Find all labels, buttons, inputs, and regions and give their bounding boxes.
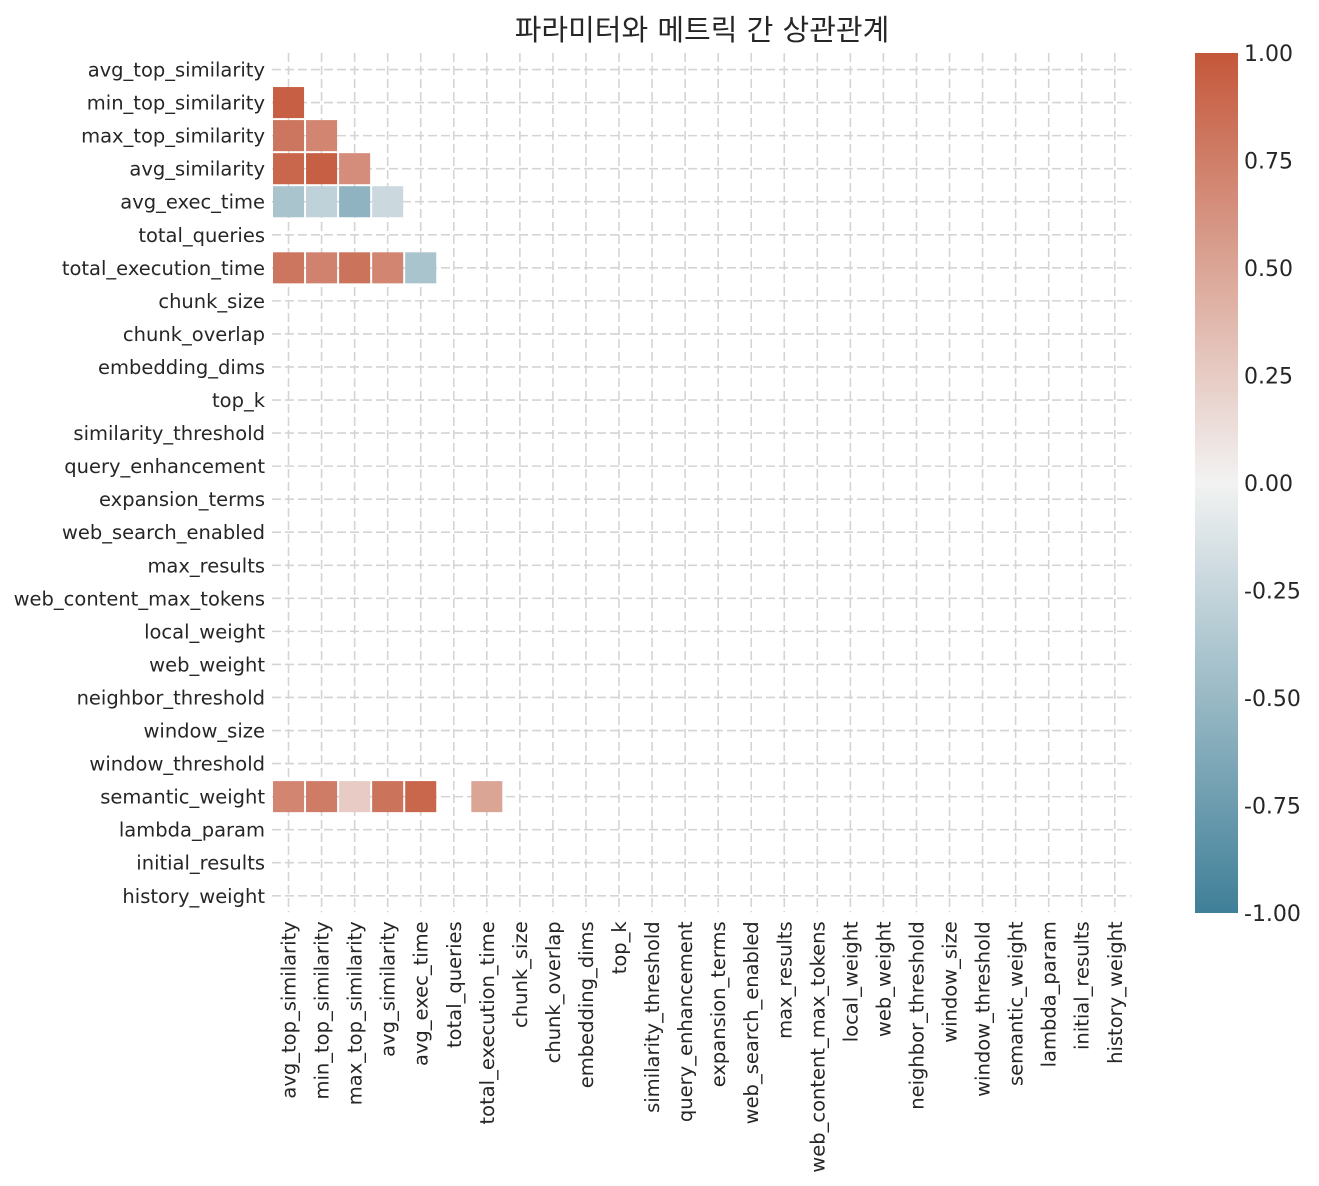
y-tick-label: similarity_threshold bbox=[73, 422, 265, 445]
x-tick-label: avg_similarity bbox=[377, 921, 400, 1057]
x-tick-label: chunk_overlap bbox=[542, 921, 565, 1063]
x-tick-label: lambda_param bbox=[1038, 921, 1061, 1067]
x-tick-label: semantic_weight bbox=[1005, 921, 1028, 1086]
x-tick-label: query_enhancement bbox=[674, 921, 697, 1122]
colorbar-tick-label: -1.00 bbox=[1244, 902, 1301, 927]
y-tick-label: avg_exec_time bbox=[120, 191, 265, 214]
heatmap-cell bbox=[306, 252, 338, 284]
y-tick-label: window_size bbox=[143, 720, 265, 743]
y-tick-label: semantic_weight bbox=[100, 786, 265, 809]
x-tick-label: avg_exec_time bbox=[410, 921, 433, 1066]
y-tick-label: local_weight bbox=[144, 620, 265, 643]
heatmap-cell bbox=[339, 153, 371, 185]
colorbar-tick-label: 1.00 bbox=[1244, 42, 1293, 67]
heatmap-cell bbox=[471, 781, 503, 813]
colorbar bbox=[1195, 53, 1238, 913]
x-tick-label: web_content_max_tokens bbox=[806, 921, 829, 1172]
x-tick-label: min_top_similarity bbox=[311, 921, 334, 1099]
heatmap-cell bbox=[339, 781, 371, 813]
y-tick-label: total_execution_time bbox=[62, 257, 265, 280]
heatmap-cell bbox=[339, 252, 371, 284]
heatmap-cell bbox=[273, 153, 305, 185]
y-tick-label: max_results bbox=[147, 554, 265, 577]
x-tick-label: total_queries bbox=[443, 921, 466, 1048]
x-tick-label: similarity_threshold bbox=[641, 921, 664, 1113]
heatmap-cell bbox=[372, 252, 404, 284]
colorbar-tick-label: 0.50 bbox=[1244, 257, 1293, 282]
y-tick-label: window_threshold bbox=[89, 753, 265, 776]
gridlines bbox=[272, 53, 1132, 913]
x-tick-label: embedding_dims bbox=[575, 921, 598, 1088]
x-tick-label: history_weight bbox=[1104, 921, 1127, 1064]
x-tick-label: top_k bbox=[608, 921, 631, 975]
y-tick-label: query_enhancement bbox=[64, 455, 265, 478]
x-tick-label: max_results bbox=[773, 921, 796, 1039]
y-tick-label: embedding_dims bbox=[98, 356, 265, 379]
x-tick-label: initial_results bbox=[1071, 921, 1094, 1050]
x-tick-label: web_weight bbox=[872, 921, 895, 1037]
y-tick-label: min_top_similarity bbox=[87, 92, 265, 115]
heatmap-cell bbox=[306, 186, 338, 218]
colorbar-tick-label: -0.25 bbox=[1244, 580, 1301, 605]
y-tick-label: web_search_enabled bbox=[62, 521, 265, 544]
heatmap-cells bbox=[273, 87, 503, 813]
x-tick-label: web_search_enabled bbox=[740, 921, 763, 1124]
x-tick-label: chunk_size bbox=[509, 921, 532, 1028]
chart-title: 파라미터와 메트릭 간 상관관계 bbox=[515, 13, 890, 47]
colorbar-tick-label: -0.50 bbox=[1244, 687, 1301, 712]
y-tick-label: avg_top_similarity bbox=[88, 59, 265, 82]
x-tick-label: window_size bbox=[939, 921, 962, 1043]
x-tick-label: expansion_terms bbox=[707, 921, 730, 1087]
y-tick-label: history_weight bbox=[122, 885, 265, 908]
heatmap-cell bbox=[306, 781, 338, 813]
colorbar-tick-label: -0.75 bbox=[1244, 795, 1301, 820]
y-tick-label: web_content_max_tokens bbox=[14, 587, 265, 610]
heatmap-cell bbox=[372, 781, 404, 813]
y-tick-label: lambda_param bbox=[119, 819, 265, 842]
y-tick-label: max_top_similarity bbox=[81, 125, 265, 148]
y-tick-label: avg_similarity bbox=[129, 158, 265, 181]
x-tick-label: avg_top_similarity bbox=[278, 921, 301, 1098]
heatmap-cell bbox=[306, 153, 338, 185]
heatmap-cell bbox=[405, 252, 437, 284]
heatmap-cell bbox=[405, 781, 437, 813]
heatmap-cell bbox=[273, 252, 305, 284]
heatmap-cell bbox=[339, 186, 371, 218]
heatmap-cell bbox=[273, 87, 305, 119]
x-tick-label: window_threshold bbox=[972, 921, 995, 1097]
heatmap-cell bbox=[306, 120, 338, 152]
colorbar-tick-label: 0.00 bbox=[1244, 472, 1293, 497]
heatmap-cell bbox=[273, 186, 305, 218]
y-tick-label: top_k bbox=[212, 389, 266, 412]
heatmap-cell bbox=[372, 186, 404, 218]
y-tick-label: chunk_size bbox=[158, 290, 265, 313]
colorbar-tick-labels: 1.00 0.75 0.50 0.25 0.00 -0.25 -0.50 -0.75 -1.00 bbox=[1244, 42, 1301, 927]
x-tick-label: local_weight bbox=[839, 921, 862, 1042]
y-tick-label: chunk_overlap bbox=[123, 323, 265, 346]
x-tick-label: neighbor_threshold bbox=[905, 921, 928, 1109]
y-tick-labels: avg_top_similarity min_top_similarity max_… bbox=[14, 59, 266, 908]
y-tick-label: total_queries bbox=[138, 224, 265, 247]
colorbar-tick-label: 0.75 bbox=[1244, 150, 1293, 175]
x-tick-label: total_execution_time bbox=[476, 921, 499, 1124]
y-tick-label: expansion_terms bbox=[99, 488, 265, 511]
colorbar-tick-label: 0.25 bbox=[1244, 365, 1293, 390]
y-tick-label: web_weight bbox=[149, 653, 265, 676]
y-tick-label: initial_results bbox=[136, 852, 265, 875]
x-tick-label: max_top_similarity bbox=[344, 921, 367, 1105]
heatmap-cell bbox=[273, 120, 305, 152]
heatmap-cell bbox=[273, 781, 305, 813]
x-tick-labels: avg_top_similarity min_top_similarity max_… bbox=[278, 921, 1127, 1173]
y-tick-label: neighbor_threshold bbox=[77, 686, 265, 709]
